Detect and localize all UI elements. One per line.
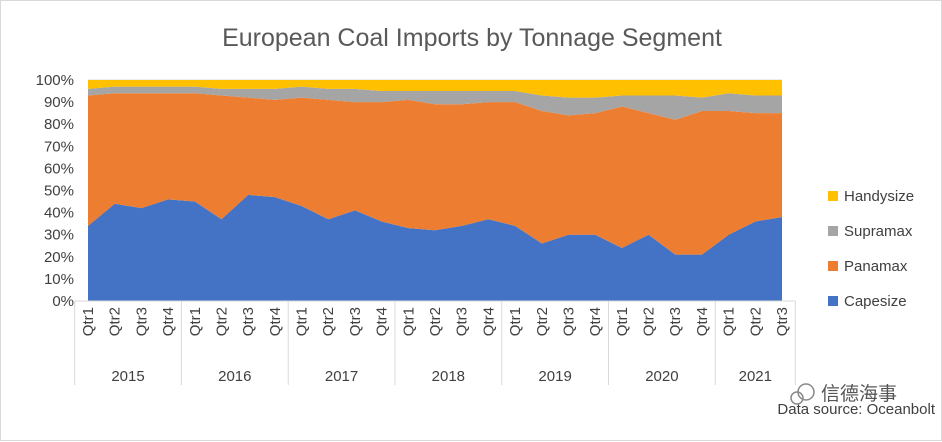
legend: Handysize Supramax Panamax Capesize <box>828 188 914 310</box>
y-tick-label: 20% <box>44 249 74 266</box>
x-tick-label: Qtr1 <box>614 307 631 336</box>
x-tick-label: Qtr2 <box>427 307 444 336</box>
y-tick-label: 40% <box>44 205 74 222</box>
x-tick-label: Qtr2 <box>747 307 764 336</box>
area-supramax <box>88 86 782 120</box>
x-group-label: 2019 <box>538 368 571 385</box>
x-tick-label: Qtr3 <box>133 307 150 336</box>
x-tick-label: Qtr2 <box>320 307 337 336</box>
x-group-label: 2021 <box>739 368 772 385</box>
y-tick-label: 30% <box>44 227 74 244</box>
x-group-label: 2016 <box>218 368 251 385</box>
x-tick-label: Qtr1 <box>80 307 97 336</box>
x-tick-label: Qtr1 <box>721 307 738 336</box>
y-tick-label: 0% <box>52 293 74 310</box>
x-tick-label: Qtr4 <box>694 307 711 336</box>
x-tick-label: Qtr3 <box>560 307 577 336</box>
legend-label: Handysize <box>844 188 914 205</box>
series-areas <box>88 80 782 301</box>
y-tick-label: 60% <box>44 160 74 177</box>
y-tick-label: 100% <box>36 72 74 89</box>
chart-title: European Coal Imports by Tonnage Segment <box>222 24 722 52</box>
x-tick-label: Qtr2 <box>641 307 658 336</box>
y-tick-label: 70% <box>44 138 74 155</box>
source-note: Data source: Oceanbolt <box>777 401 935 418</box>
y-tick-label: 10% <box>44 271 74 288</box>
legend-label: Supramax <box>844 223 913 240</box>
x-tick-label: Qtr4 <box>587 307 604 336</box>
y-tick-label: 80% <box>44 116 74 133</box>
x-tick-label: Qtr2 <box>213 307 230 336</box>
legend-swatch <box>828 261 838 271</box>
legend-swatch <box>828 191 838 201</box>
legend-swatch <box>828 226 838 236</box>
x-tick-label: Qtr4 <box>480 307 497 336</box>
legend-swatch <box>828 296 838 306</box>
x-group-label: 2020 <box>645 368 678 385</box>
x-tick-label: Qtr3 <box>454 307 471 336</box>
area-panamax <box>88 93 782 255</box>
x-tick-label: Qtr3 <box>240 307 257 336</box>
x-tick-label: Qtr1 <box>187 307 204 336</box>
x-tick-label: Qtr4 <box>160 307 177 336</box>
x-tick-label: Qtr1 <box>400 307 417 336</box>
x-tick-label: Qtr4 <box>374 307 391 336</box>
y-axis: 0% 10% 20% 30% 40% 50% 60% 70% 80% 90% 100% <box>36 72 74 310</box>
y-tick-label: 50% <box>44 183 74 200</box>
x-tick-label: Qtr2 <box>107 307 124 336</box>
watermark-text: 信德海事 <box>821 383 897 405</box>
legend-label: Capesize <box>844 293 907 310</box>
legend-label: Panamax <box>844 258 908 275</box>
x-tick-label: Qtr3 <box>347 307 364 336</box>
x-tick-label: Qtr3 <box>667 307 684 336</box>
x-tick-label: Qtr1 <box>294 307 311 336</box>
watermark: 信德海事 <box>790 383 897 405</box>
area-handysize <box>88 80 782 98</box>
x-tick-label: Qtr3 <box>774 307 791 336</box>
x-group-label: 2015 <box>111 368 144 385</box>
area-capesize <box>88 194 782 301</box>
y-tick-label: 90% <box>44 94 74 111</box>
x-tick-label: Qtr4 <box>267 307 284 336</box>
x-group-label: 2018 <box>432 368 465 385</box>
chat-bubble-icon-2 <box>790 391 804 405</box>
x-tick-label: Qtr1 <box>507 307 524 336</box>
x-axis: Qtr1 Qtr2 Qtr3 Qtr4 Qtr1 Qtr2 Qtr3 Qtr4 Qtr1 Qtr2… <box>74 300 796 385</box>
x-group-label: 2017 <box>325 368 358 385</box>
chat-bubble-icon <box>797 383 815 401</box>
x-tick-label: Qtr2 <box>534 307 551 336</box>
